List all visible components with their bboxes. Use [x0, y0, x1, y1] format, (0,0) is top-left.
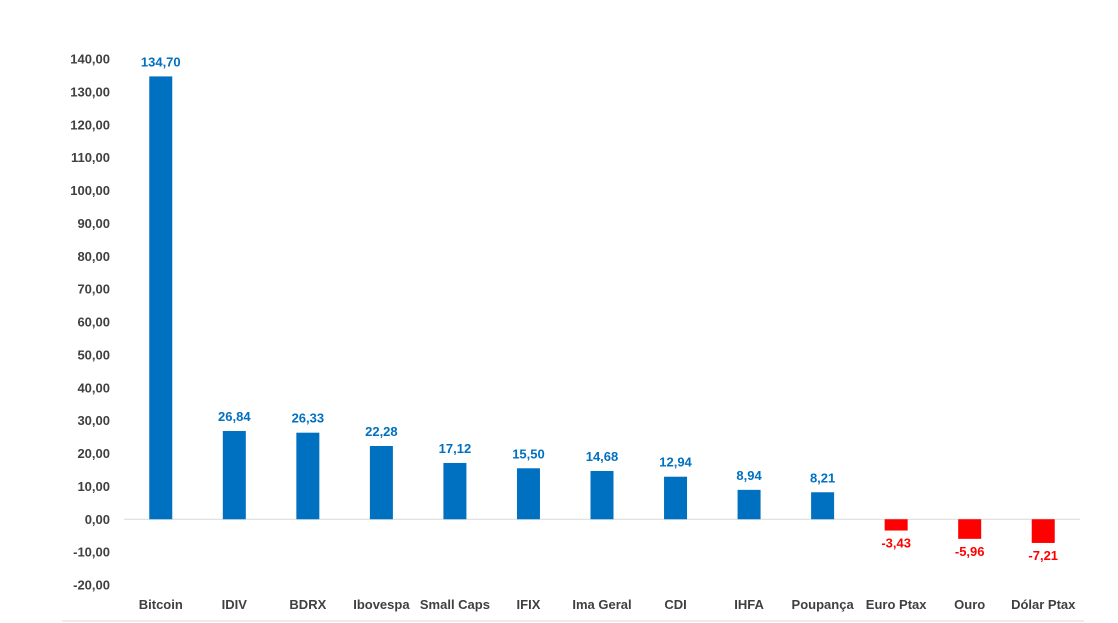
category-label: IFIX [517, 597, 541, 612]
y-tick-label: 40,00 [77, 380, 110, 395]
category-label: IHFA [734, 597, 764, 612]
y-tick-label: 130,00 [70, 84, 110, 99]
y-tick-label: 120,00 [70, 117, 110, 132]
category-label: Ima Geral [572, 597, 631, 612]
category-label: Euro Ptax [866, 597, 927, 612]
y-tick-label: 60,00 [77, 315, 110, 330]
y-tick-label: 80,00 [77, 249, 110, 264]
category-label: Ibovespa [353, 597, 410, 612]
category-label: BDRX [289, 597, 326, 612]
y-tick-label: 90,00 [77, 216, 110, 231]
category-label: IDIV [222, 597, 248, 612]
bar-poupan-a [811, 492, 835, 520]
bar-ihfa [737, 489, 761, 520]
data-label: 134,70 [141, 54, 181, 69]
category-label: Dólar Ptax [1011, 597, 1076, 612]
category-label: Small Caps [420, 597, 490, 612]
data-label: -7,21 [1028, 548, 1058, 563]
y-tick-label: 30,00 [77, 413, 110, 428]
bar-idiv [222, 431, 246, 520]
data-label: 22,28 [365, 424, 398, 439]
data-label: -3,43 [881, 536, 911, 551]
bar-ibovespa [369, 446, 393, 520]
bar-bitcoin [149, 76, 173, 520]
y-tick-label: 70,00 [77, 282, 110, 297]
y-tick-label: 50,00 [77, 347, 110, 362]
category-label: CDI [664, 597, 686, 612]
y-tick-label: 20,00 [77, 446, 110, 461]
y-tick-label: 140,00 [70, 52, 110, 67]
data-label: 8,94 [736, 468, 762, 483]
data-label: 12,94 [659, 455, 692, 470]
data-label: 15,50 [512, 446, 545, 461]
bar-bdrx [296, 432, 320, 520]
bar-small-caps [443, 462, 467, 520]
bar-ifix [516, 468, 540, 520]
data-label: 17,12 [439, 441, 472, 456]
y-tick-label: 10,00 [77, 479, 110, 494]
bar-cdi [664, 476, 688, 520]
category-label: Bitcoin [139, 597, 183, 612]
bar-ima-geral [590, 470, 614, 520]
category-label: Poupança [792, 597, 855, 612]
y-tick-label: 110,00 [71, 150, 110, 165]
y-tick-label: -10,00 [73, 545, 110, 560]
data-label: -5,96 [955, 544, 985, 559]
data-label: 26,33 [292, 411, 325, 426]
data-label: 14,68 [586, 449, 619, 464]
data-label: 26,84 [218, 409, 251, 424]
data-label: 8,21 [810, 470, 835, 485]
y-tick-label: 100,00 [70, 183, 110, 198]
y-tick-label: 0,00 [85, 512, 110, 527]
bar-ouro [958, 519, 982, 539]
bar-euro-ptax [884, 519, 908, 531]
bar-d-lar-ptax [1031, 519, 1055, 543]
y-tick-label: -20,00 [73, 578, 110, 593]
category-label: Ouro [954, 597, 985, 612]
